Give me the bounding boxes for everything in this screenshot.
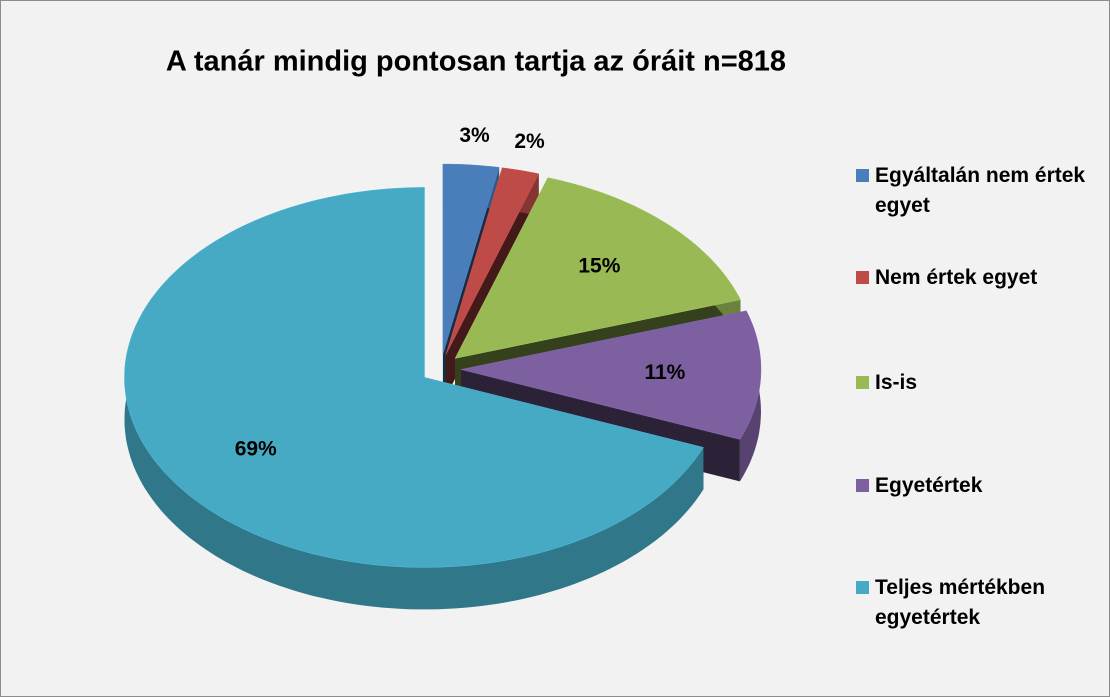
data-label: 11% — [644, 361, 685, 384]
legend-item: Is-is — [856, 368, 1096, 398]
legend-label: Is-is — [875, 371, 918, 394]
legend-item: Egyetértek — [856, 471, 1096, 501]
legend-swatch — [856, 479, 869, 492]
chart-title: A tanár mindig pontosan tartja az óráit … — [166, 46, 786, 78]
data-label: 3% — [459, 124, 490, 147]
legend-swatch — [856, 376, 869, 389]
data-label: 15% — [578, 255, 620, 278]
legend-item: Nem értek egyet — [856, 263, 1096, 293]
slice — [460, 310, 762, 440]
legend-swatch — [856, 169, 869, 182]
legend-label: Nem értek egyet — [875, 266, 1038, 289]
legend-label: Egyetértek — [875, 474, 983, 497]
slice — [445, 167, 540, 355]
legend-item: Egyáltalán nem értek egyet — [856, 161, 1096, 221]
legend-item: Teljes mértékben egyetértek — [856, 573, 1096, 633]
legend-swatch — [856, 271, 869, 284]
data-label: 69% — [235, 438, 277, 461]
slice — [124, 187, 704, 568]
legend-label: Teljes mértékben egyetértek — [875, 576, 1046, 629]
legend-swatch — [856, 581, 869, 594]
data-label: 2% — [514, 130, 545, 153]
legend-label: Egyáltalán nem értek egyet — [875, 164, 1086, 217]
slice — [454, 177, 741, 359]
slice — [442, 163, 500, 355]
